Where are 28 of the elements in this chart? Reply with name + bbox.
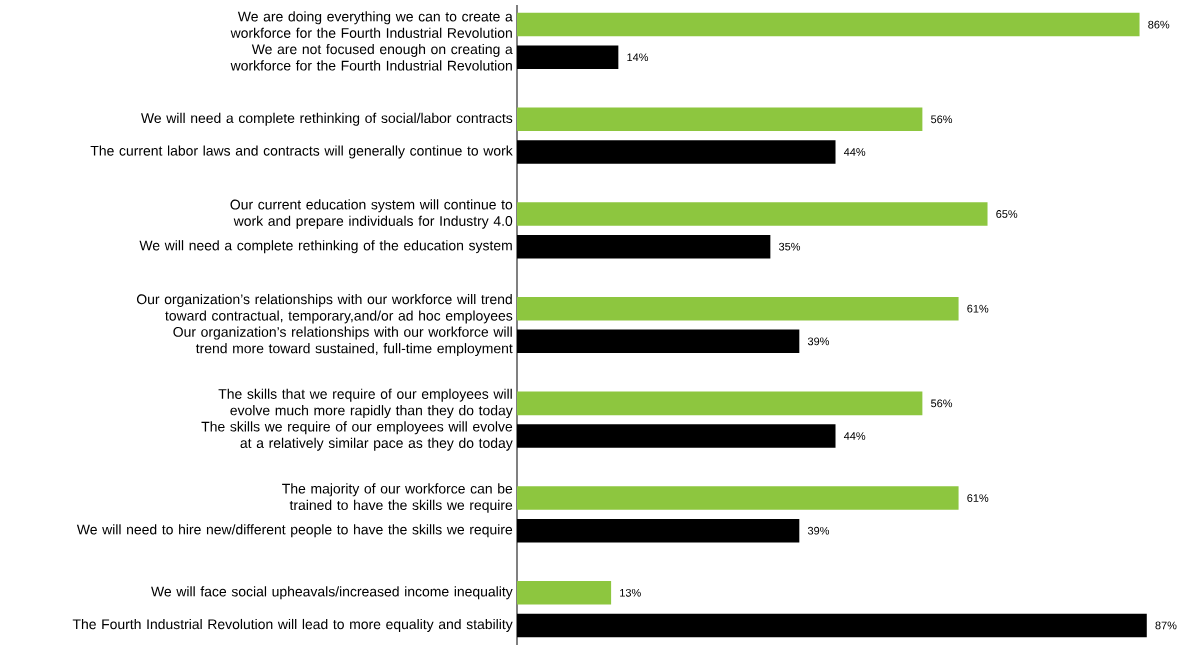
- y-tick-label: Our organization’s relationships with our workforce will trend toward contractual, temporary,and/or ad hoc employees: [136, 293, 513, 324]
- y-tick-label: We will need a complete rethinking of social/labor contracts: [141, 112, 513, 126]
- data-label: 39%: [807, 337, 830, 346]
- data-label: 56%: [931, 115, 953, 124]
- y-tick-label: The current labor laws and contracts will generally continue to work: [90, 145, 513, 159]
- data-label: 14%: [627, 53, 649, 62]
- y-tick-label: We are doing everything we can to create a workforce for the Fourth Industrial Revolution: [230, 11, 513, 38]
- y-tick-label: The Fourth Industrial Revolution will lead to more equality and stability: [72, 618, 513, 632]
- y-tick-label: The majority of our workforce can be trained to have the skills we require: [282, 483, 513, 513]
- data-label: 39%: [807, 526, 830, 535]
- data-label: 86%: [1148, 20, 1170, 29]
- y-tick-label: Our organization’s relationships with our workforce will trend more toward sustained, full-time employment: [173, 326, 513, 357]
- y-tick-label: We will face social upheavals/increased income inequality: [151, 586, 513, 600]
- data-label: 61%: [967, 494, 989, 502]
- data-label: 35%: [778, 242, 801, 251]
- data-label: 13%: [620, 588, 641, 597]
- data-label: 44%: [843, 432, 866, 440]
- data-label: 65%: [996, 210, 1018, 218]
- data-label: 56%: [931, 399, 953, 408]
- y-tick-label: Our current education system will continue to work and prepare individuals for Industry 4.0: [230, 199, 513, 229]
- y-tick-label: We will need to hire new/different people to have the skills we require: [76, 524, 513, 538]
- y-tick-label: The skills that we require of our employees will evolve much more rapidly than they do today: [218, 388, 513, 419]
- data-label: 44%: [843, 148, 866, 156]
- y-tick-label: We will need a complete rethinking of the education system: [139, 240, 512, 254]
- y-tick-label: The skills we require of our employees will evolve at a relatively similar pace as they do today: [201, 421, 513, 451]
- y-tick-label: We are not focused enough on creating a workforce for the Fourth Industrial Revolution: [230, 43, 513, 71]
- data-label: 61%: [967, 304, 989, 313]
- data-label: 87%: [1155, 621, 1177, 630]
